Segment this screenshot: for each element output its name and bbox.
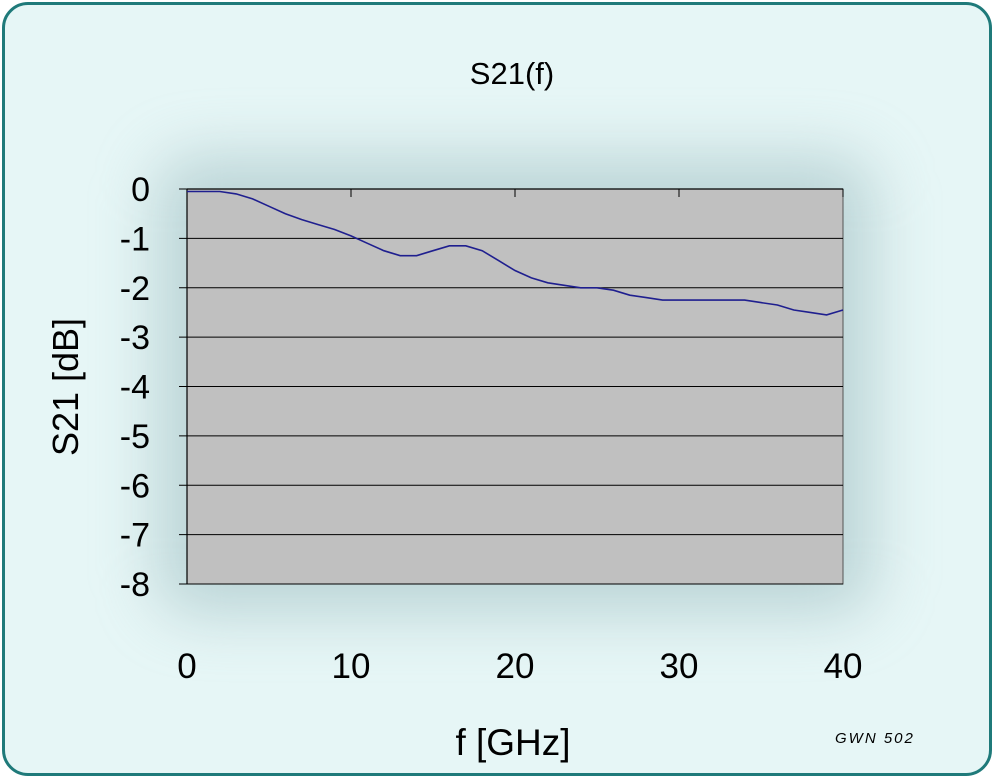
y-axis-label: S21 [dB] [45,318,86,456]
y-tick-label: -6 [120,467,150,505]
series-line-s21 [187,190,844,316]
y-tick-label: -3 [120,319,150,357]
plot-area: 0 -1 -2 -3 -4 -5 -6 -7 -8 0 10 20 30 40 [120,171,863,686]
x-axis-label: f [GHz] [455,722,570,763]
y-tick-label: -2 [120,270,150,308]
x-tick-label: 40 [824,647,863,686]
y-tick-label: -5 [120,418,150,456]
y-tick-label: -8 [120,566,150,604]
y-tick-label: -4 [120,369,150,407]
x-tick-label: 10 [332,647,371,686]
y-tick-label: -7 [120,517,150,555]
x-tick-label: 20 [496,647,535,686]
footer-note: GWN 502 [835,730,915,747]
x-tick-label: 30 [660,647,699,686]
y-tick-label: 0 [131,171,150,209]
chart-title: S21(f) [470,56,554,91]
x-tick-label: 0 [177,647,196,686]
y-tick-label: -1 [120,220,150,258]
